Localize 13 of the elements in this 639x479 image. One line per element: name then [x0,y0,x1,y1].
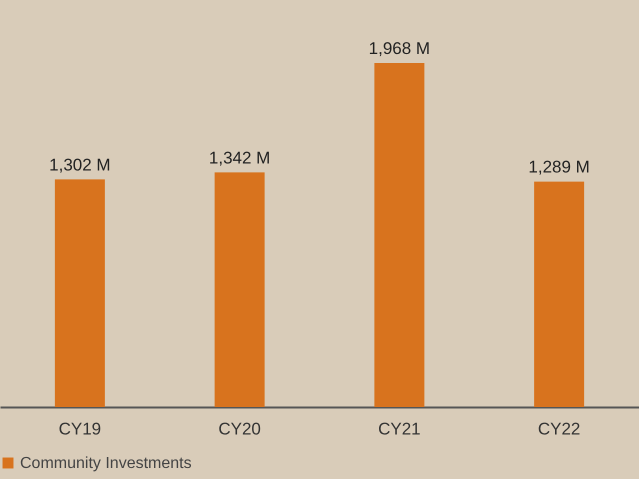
x-tick-label: CY21 [378,420,421,438]
data-label: 1,342 M [208,148,270,168]
bar [534,182,584,407]
legend-label: Community Investments [20,455,192,472]
x-tick-label: CY19 [58,420,102,438]
data-label: 1,968 M [368,39,430,58]
bar [54,179,105,407]
bar [374,63,424,407]
x-tick-label: CY22 [538,420,580,438]
data-label: 1,302 M [49,155,111,174]
x-tick-label: CY20 [218,420,261,438]
bar [214,172,265,407]
data-label: 1,289 M [528,158,590,177]
